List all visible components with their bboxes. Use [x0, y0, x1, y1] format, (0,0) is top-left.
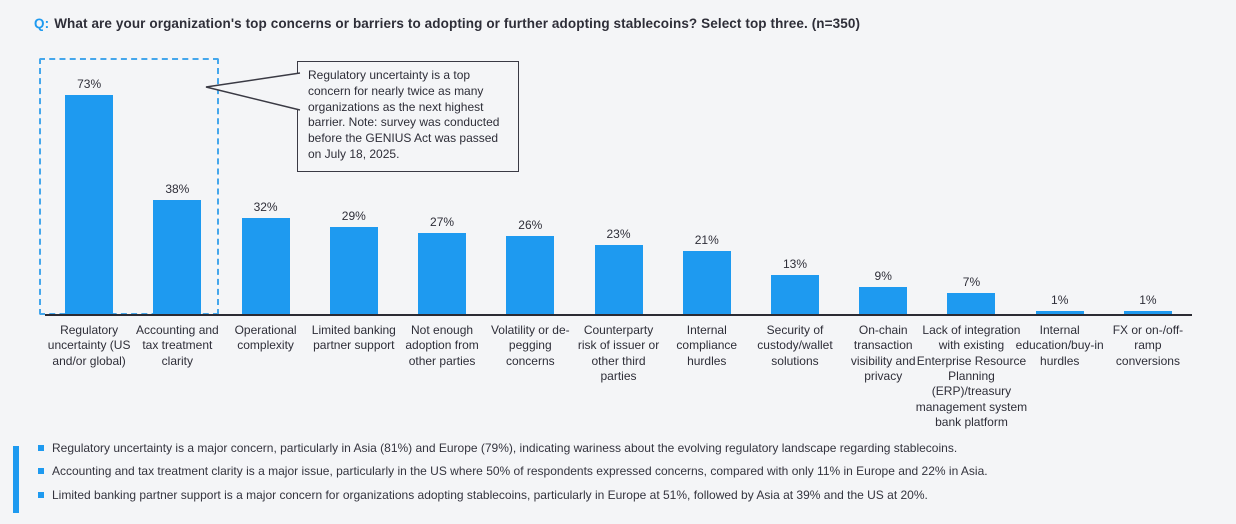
bar-group: 26%: [486, 68, 574, 314]
bar-value-label: 21%: [694, 233, 719, 247]
x-axis-line: [45, 314, 1192, 316]
category-label: Lack of integration with existing Enterp…: [915, 323, 1028, 430]
category-label-cell: On-chain transaction visibility and priv…: [839, 323, 927, 384]
bar-value-label: 32%: [253, 200, 278, 214]
bullet-square-icon: [38, 491, 44, 498]
question-prefix: Q:: [34, 16, 50, 31]
category-labels: Regulatory uncertainty (US and/or global…: [45, 323, 1192, 431]
bar: [418, 233, 467, 314]
category-label: Counterparty risk of issuer or other thi…: [577, 323, 660, 384]
bar-value-label: 9%: [874, 269, 892, 283]
footnote-text: Accounting and tax treatment clarity is …: [52, 464, 988, 479]
bar-value-label: 73%: [77, 77, 102, 91]
bullet-square-icon: [38, 468, 44, 475]
bar-value-label: 1%: [1051, 293, 1069, 307]
page-title: Q: What are your organization's top conce…: [34, 16, 860, 31]
footnote-item: Accounting and tax treatment clarity is …: [38, 464, 1218, 478]
bar: [682, 251, 731, 314]
bar: [770, 275, 819, 314]
callout-box: Regulatory uncertainty is a top concern …: [297, 61, 519, 172]
bar-value-label: 7%: [962, 275, 981, 289]
bullet-square-icon: [38, 445, 44, 451]
category-label: Regulatory uncertainty (US and/or global…: [47, 323, 131, 368]
category-label-cell: Volatility or de-pegging concerns: [486, 323, 574, 369]
category-label-cell: Not enough adoption from other parties: [398, 323, 486, 369]
bar: [329, 227, 378, 314]
category-label-cell: Limited banking partner support: [310, 323, 398, 354]
category-label: On-chain transaction visibility and priv…: [850, 323, 916, 384]
bar: [947, 293, 996, 314]
bar-value-label: 23%: [606, 227, 631, 241]
bar-value-label: 38%: [165, 182, 190, 196]
bar-value-label: 29%: [341, 209, 366, 223]
footnote-item: Regulatory uncertainty is a major concer…: [38, 441, 1218, 455]
bar-value-label: 26%: [518, 218, 543, 232]
category-label-cell: Internal compliance hurdles: [663, 323, 751, 369]
category-label: Internal compliance hurdles: [676, 323, 738, 368]
category-label: Volatility or de-pegging concerns: [490, 323, 570, 368]
category-label-cell: Regulatory uncertainty (US and/or global…: [45, 323, 133, 369]
question-text: What are your organization's top concern…: [54, 16, 861, 31]
category-label: Internal education/buy-in hurdles: [1015, 323, 1104, 368]
category-label: Limited banking partner support: [311, 323, 396, 353]
category-label-cell: Counterparty risk of issuer or other thi…: [574, 323, 662, 384]
bar-chart: 73% 38% 32% 29% 27% 26% 23% 21% 13% 9% 7% 1% 1%: [45, 68, 1192, 314]
category-label-cell: Lack of integration with existing Enterp…: [916, 323, 1027, 431]
category-label: Operational complexity: [234, 323, 297, 353]
bar: [153, 200, 202, 314]
bar: [241, 218, 290, 314]
callout-pointer: [205, 72, 301, 111]
bar-group: 23%: [574, 68, 662, 314]
footnote-accent-bar: [13, 446, 19, 513]
bar-group: 29%: [310, 68, 398, 314]
bar: [506, 236, 555, 314]
category-label-cell: Accounting and tax treatment clarity: [133, 323, 221, 369]
footnote-text: Limited banking partner support is a maj…: [52, 487, 928, 502]
bar-group: 38%: [133, 68, 221, 314]
bar-group: 32%: [221, 68, 309, 314]
bar-group: 27%: [398, 68, 486, 314]
category-label: Accounting and tax treatment clarity: [135, 323, 219, 368]
category-label: FX or on-/off-ramp conversions: [1112, 323, 1184, 368]
bar-group: 9%: [839, 68, 927, 314]
bar-group: 13%: [751, 68, 839, 314]
footnote-text: Regulatory uncertainty is a major concer…: [52, 441, 958, 455]
bar-value-label: 1%: [1139, 293, 1157, 307]
bar-value-label: 27%: [430, 215, 455, 229]
bar: [859, 287, 908, 314]
category-label: Security of custody/wallet solutions: [757, 323, 833, 368]
bar-group: 7%: [927, 68, 1015, 314]
bar-group: 1%: [1104, 68, 1192, 314]
category-label-cell: Security of custody/wallet solutions: [751, 323, 839, 369]
category-label: Not enough adoption from other parties: [405, 323, 479, 368]
callout-text: Regulatory uncertainty is a top concern …: [308, 68, 500, 162]
footnotes: Regulatory uncertainty is a major concer…: [38, 441, 1218, 511]
bar-group: 1%: [1016, 68, 1104, 314]
category-label-cell: Operational complexity: [221, 323, 309, 354]
footnote-item: Limited banking partner support is a maj…: [38, 488, 1218, 502]
bar: [1035, 311, 1084, 314]
bar: [594, 245, 643, 314]
bar-group: 73%: [45, 68, 133, 314]
category-label-cell: FX or on-/off-ramp conversions: [1104, 323, 1192, 369]
bar: [1123, 311, 1172, 314]
bar-group: 21%: [663, 68, 751, 314]
category-label-cell: Internal education/buy-in hurdles: [1016, 323, 1104, 369]
bar: [65, 95, 114, 314]
bar-value-label: 13%: [782, 257, 807, 271]
